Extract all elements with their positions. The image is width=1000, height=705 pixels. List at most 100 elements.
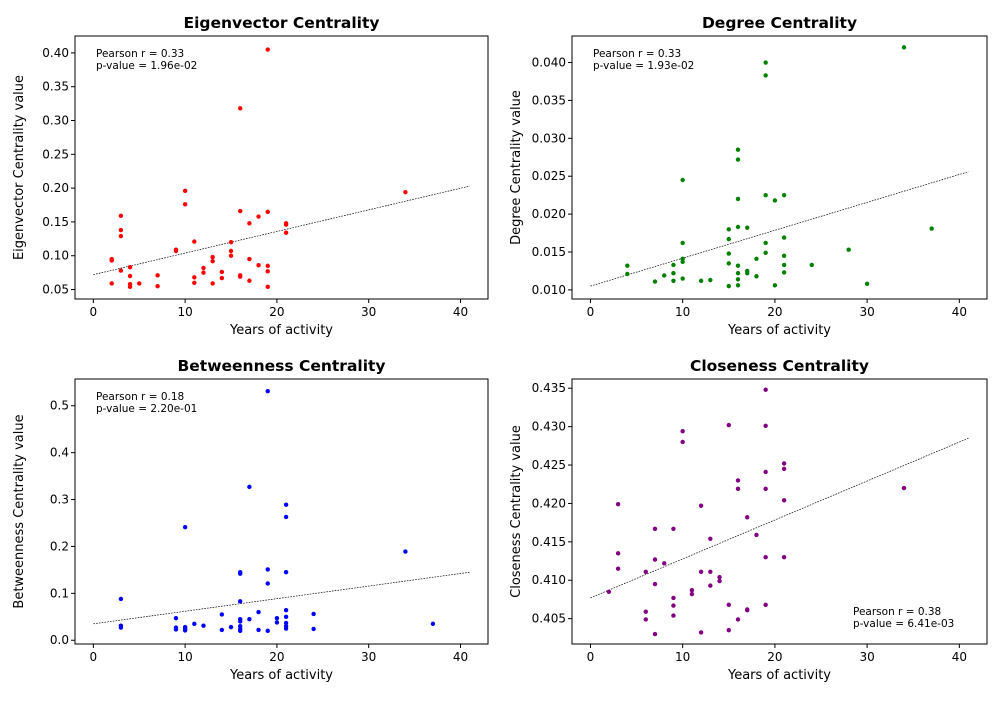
annotation-line: p-value = 2.20e-01 [96, 403, 197, 415]
data-point [763, 602, 768, 608]
y-tick-label: 0.405 [532, 612, 566, 626]
y-tick-label: 0.15 [42, 215, 69, 229]
data-point [735, 277, 741, 282]
data-point [717, 578, 722, 584]
y-tick-label: 0.35 [42, 80, 69, 94]
data-point [662, 273, 667, 278]
y-tick-label: 0.435 [532, 381, 566, 395]
data-point [763, 60, 768, 65]
data-point [118, 233, 124, 239]
x-tick-label: 0 [90, 305, 98, 319]
y-tick-label: 0.05 [42, 283, 69, 297]
data-point [210, 254, 215, 260]
y-axis-label: Eigenvector Centrality value [12, 75, 27, 260]
y-axis-label: Betweenness Centrality value [12, 414, 27, 608]
data-point [403, 189, 408, 195]
data-point [763, 192, 768, 198]
x-tick-label: 20 [767, 305, 782, 319]
data-point [698, 278, 704, 284]
data-point [763, 73, 768, 78]
data-point [247, 256, 252, 262]
data-point [763, 250, 768, 255]
data-point [680, 276, 685, 281]
data-point [283, 620, 289, 626]
data-point [311, 611, 316, 617]
data-point [201, 623, 206, 628]
data-point [652, 581, 658, 587]
data-point [643, 609, 648, 614]
y-tick-label: 0.40 [42, 46, 69, 60]
data-point [210, 258, 215, 264]
data-point [735, 263, 741, 268]
data-point [118, 213, 124, 219]
x-tick-label: 40 [952, 650, 967, 664]
data-point [781, 466, 787, 472]
data-point [265, 47, 270, 52]
data-point [615, 502, 621, 507]
y-tick-label: 0.25 [42, 147, 69, 161]
data-point [173, 248, 179, 254]
y-tick-label: 0.0 [50, 633, 69, 647]
data-point [735, 478, 741, 483]
y-tick-label: 0.035 [532, 93, 566, 107]
x-axis-label: Years of activity [229, 668, 333, 683]
y-tick-label: 0.420 [532, 496, 566, 510]
data-point [671, 603, 676, 608]
y-tick-label: 0.10 [42, 249, 69, 263]
data-point [735, 271, 741, 276]
data-point [228, 248, 234, 254]
data-point [228, 240, 234, 245]
data-point [615, 566, 621, 571]
data-point [265, 269, 270, 274]
y-axis-label: Closeness Centrality value [509, 425, 524, 598]
data-point [929, 226, 934, 231]
x-tick-label: 0 [587, 305, 595, 319]
x-tick-label: 20 [269, 650, 284, 664]
subplot-2: 0 10 20 30 40 0.010 0.015 0.020 0.025 0.030 0.035 0… [509, 14, 988, 338]
data-point [238, 628, 243, 634]
data-point [238, 571, 243, 576]
x-axis-label: Years of activity [229, 323, 333, 338]
data-point [680, 240, 685, 246]
data-point [745, 515, 750, 520]
data-point [680, 177, 685, 183]
data-point [606, 589, 612, 594]
data-point [173, 616, 179, 621]
data-point [283, 614, 289, 619]
data-point [247, 484, 252, 490]
y-axis-label: Degree Centrality value [509, 90, 524, 245]
data-point [652, 279, 658, 284]
data-point [109, 281, 114, 286]
subplot-4: 0 10 20 30 40 0.405 0.410 0.415 0.420 0.425 0.430 0… [509, 357, 988, 683]
annotation-line: Pearson r = 0.38 [853, 606, 941, 618]
data-point [745, 271, 750, 276]
annotation-line: Pearson r = 0.33 [593, 48, 681, 60]
data-point [155, 273, 160, 278]
data-point [265, 628, 270, 634]
data-point [274, 616, 280, 621]
data-point [256, 627, 261, 633]
data-point [228, 253, 234, 258]
data-point [698, 630, 704, 635]
data-point [754, 532, 759, 538]
data-point [219, 612, 225, 617]
data-point [283, 626, 289, 631]
data-point [781, 235, 787, 240]
data-point [735, 486, 741, 492]
data-point [708, 583, 713, 588]
data-point [726, 261, 731, 266]
x-tick-label: 10 [675, 305, 690, 319]
data-point [781, 192, 787, 198]
data-point [698, 503, 704, 508]
data-point [680, 439, 685, 445]
subplot-title: Betweenness Centrality [177, 357, 385, 375]
subplot-title: Closeness Centrality [690, 357, 869, 375]
data-point [763, 486, 768, 492]
data-point [430, 621, 436, 627]
data-point [698, 569, 704, 574]
data-point [118, 227, 124, 233]
data-point [238, 106, 243, 111]
data-point [265, 284, 270, 290]
data-point [182, 188, 188, 194]
